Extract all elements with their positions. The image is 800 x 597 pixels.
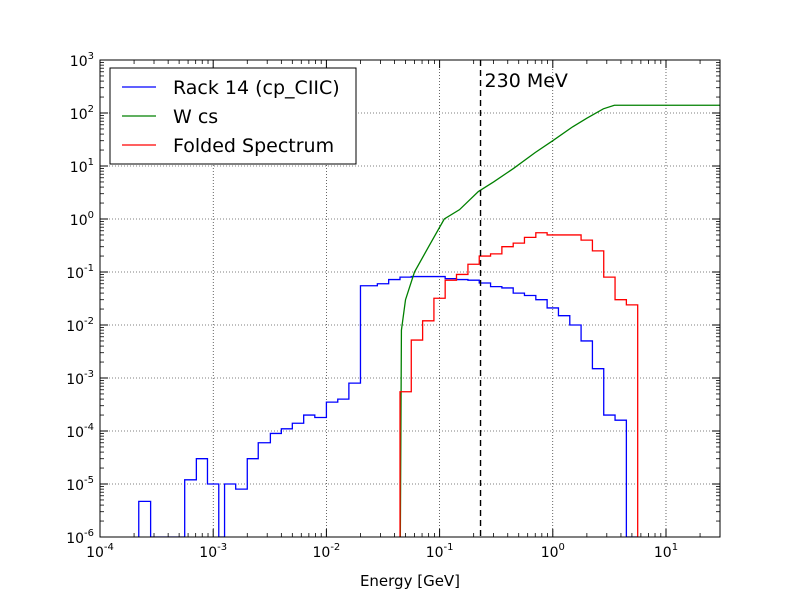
x-tick-label: 10-4 — [86, 542, 114, 561]
series-line-rack-14-cp-ciic — [138, 275, 638, 537]
series-line-w-cs — [399, 104, 720, 537]
y-tick-label: 102 — [70, 104, 94, 123]
axis-ticks — [99, 59, 720, 538]
x-tick-label: 10-1 — [426, 542, 454, 561]
y-tick-label: 10-3 — [66, 369, 94, 388]
x-axis-label: Energy [GeV] — [360, 572, 460, 590]
y-tick-label: 10-5 — [66, 475, 94, 494]
y-tick-label: 103 — [70, 51, 94, 70]
annotation-layer: 230 MeV — [479, 60, 568, 537]
y-tick-label: 10-6 — [66, 528, 94, 547]
y-tick-label: 10-1 — [66, 263, 94, 282]
grid — [100, 60, 720, 537]
legend-label: Folded Spectrum — [173, 135, 334, 157]
annotation-label: 230 MeV — [485, 70, 568, 92]
series-layer — [138, 104, 720, 537]
x-tick-label: 10-3 — [199, 542, 227, 561]
y-tick-label: 101 — [70, 157, 94, 176]
x-tick-label: 101 — [654, 542, 678, 561]
legend-label: Rack 14 (cp_CIIC) — [173, 77, 340, 99]
y-tick-label: 10-2 — [66, 316, 94, 335]
plot-frame — [99, 59, 721, 538]
x-tick-label: 10-2 — [312, 542, 340, 561]
legend-label: W cs — [173, 106, 218, 128]
x-tick-label: 100 — [541, 542, 565, 561]
y-tick-label: 100 — [70, 210, 94, 229]
y-tick-label: 10-4 — [66, 422, 94, 441]
series-line-folded-spectrum — [399, 232, 639, 537]
legend: Rack 14 (cp_CIIC) W cs Folded Spectrum — [109, 67, 357, 165]
axis-tick-labels: 10-4 10-3 10-2 10-1 100 101 10-6 10-5 10-4 10-3 10… — [66, 51, 678, 561]
